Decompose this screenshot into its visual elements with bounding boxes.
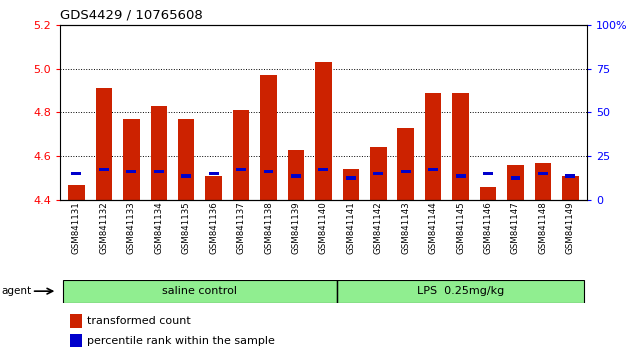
Bar bbox=[178, 119, 194, 200]
Bar bbox=[291, 174, 301, 178]
Bar bbox=[151, 106, 167, 200]
Bar bbox=[260, 75, 277, 200]
Bar bbox=[538, 172, 548, 176]
Bar bbox=[264, 170, 273, 173]
Bar bbox=[315, 62, 332, 200]
Bar bbox=[370, 148, 387, 200]
Bar bbox=[401, 170, 411, 173]
Bar bbox=[374, 172, 383, 176]
Bar bbox=[562, 176, 579, 200]
Bar bbox=[96, 88, 112, 200]
Bar bbox=[71, 334, 82, 347]
Bar bbox=[126, 170, 136, 173]
Bar bbox=[62, 280, 337, 303]
Bar bbox=[343, 169, 359, 200]
Bar bbox=[209, 172, 218, 176]
Text: LPS  0.25mg/kg: LPS 0.25mg/kg bbox=[417, 286, 504, 296]
Bar bbox=[71, 172, 81, 176]
Bar bbox=[233, 110, 249, 200]
Bar bbox=[483, 172, 493, 176]
Bar bbox=[99, 167, 109, 171]
Bar bbox=[456, 174, 466, 178]
Bar bbox=[510, 176, 521, 180]
Text: saline control: saline control bbox=[162, 286, 237, 296]
Bar bbox=[507, 165, 524, 200]
Bar bbox=[181, 174, 191, 178]
Text: agent: agent bbox=[1, 286, 32, 296]
Bar bbox=[68, 185, 85, 200]
Text: GDS4429 / 10765608: GDS4429 / 10765608 bbox=[60, 9, 203, 22]
Bar bbox=[205, 176, 222, 200]
Bar bbox=[452, 93, 469, 200]
Bar bbox=[319, 167, 328, 171]
Bar bbox=[123, 119, 139, 200]
Bar bbox=[337, 280, 584, 303]
Text: percentile rank within the sample: percentile rank within the sample bbox=[87, 336, 275, 346]
Text: transformed count: transformed count bbox=[87, 316, 191, 326]
Bar bbox=[71, 314, 82, 328]
Bar bbox=[428, 167, 438, 171]
Bar bbox=[236, 167, 246, 171]
Bar bbox=[288, 150, 304, 200]
Bar bbox=[346, 176, 356, 180]
Bar bbox=[565, 174, 575, 178]
Bar bbox=[425, 93, 442, 200]
Bar bbox=[154, 170, 163, 173]
Bar bbox=[534, 163, 551, 200]
Bar bbox=[480, 187, 496, 200]
Bar bbox=[398, 128, 414, 200]
